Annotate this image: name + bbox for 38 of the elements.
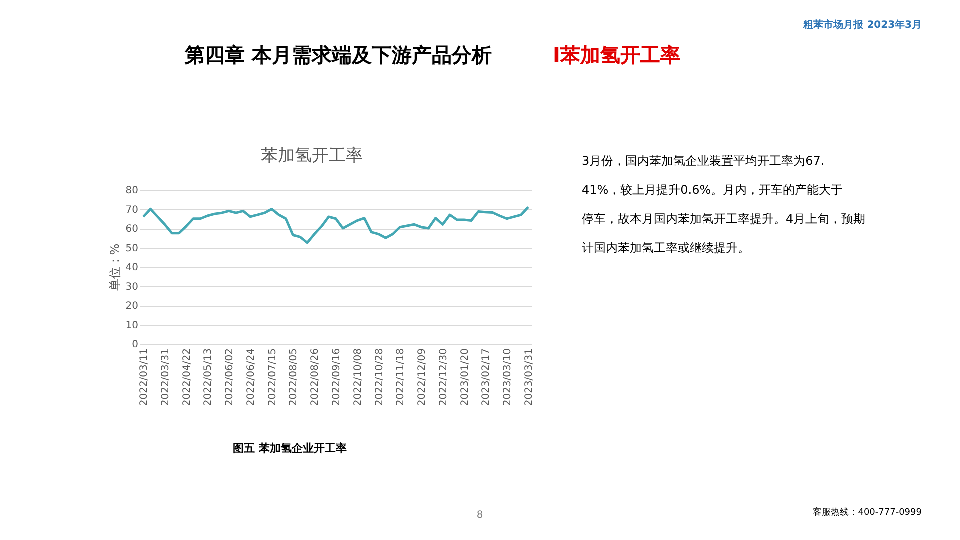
- x-tick-label: 2023/03/31: [524, 348, 535, 406]
- y-tick-label: 0: [132, 340, 138, 350]
- line-series: [142, 206, 530, 244]
- x-tick-label: 2022/08/26: [310, 348, 322, 406]
- y-tick-label: 30: [126, 282, 138, 293]
- text: 粗苯市场月报 2023年3月: [802, 19, 922, 31]
- x-tick-label: 2022/09/16: [332, 348, 342, 406]
- x-tick-label: 2022/12/30: [438, 348, 450, 406]
- x-tick-label: 2022/04/22: [182, 348, 193, 406]
- text: 8: [476, 510, 484, 521]
- x-tick-label: 2022/11/18: [396, 348, 407, 406]
- y-axis-title: 单位：%: [108, 244, 122, 292]
- y-tick-label: 60: [126, 224, 138, 235]
- x-tick-label: 2023/02/17: [481, 348, 492, 406]
- y-tick-label: 80: [126, 186, 138, 196]
- x-tick-label: 2022/05/13: [203, 348, 214, 406]
- x-tick-label: 2022/03/11: [139, 348, 150, 406]
- text: 图五 苯加氢企业开工率: [233, 442, 347, 455]
- x-tick-label: 2023/03/10: [502, 348, 514, 406]
- x-tick-label: 2022/08/05: [288, 348, 300, 406]
- y-tick-label: 10: [126, 320, 138, 332]
- x-tick-label: 2022/03/31: [160, 348, 172, 406]
- text: 第四章 本月需求端及下游产品分析: [184, 43, 492, 67]
- y-tick-label: 70: [126, 204, 138, 216]
- x-tick-label: 2022/07/15: [267, 348, 278, 406]
- text: 客服热线：400-777-0999: [813, 507, 922, 518]
- x-tick-label: 2022/06/24: [246, 348, 257, 406]
- x-tick-label: 2022/10/28: [374, 348, 386, 406]
- x-tick-label: 2022/12/09: [417, 348, 428, 406]
- x-tick-label: 2022/06/02: [224, 348, 236, 406]
- x-tick-label: 2022/10/08: [352, 348, 364, 406]
- text: I苯加氢开工率: [553, 43, 680, 67]
- y-tick-label: 40: [126, 262, 138, 274]
- chart-title: 苯加氢开工率: [261, 146, 363, 166]
- x-tick-label: 2023/01/20: [460, 348, 471, 406]
- text: 3月份，国内苯加氢企业装置平均开工率为67.41%，较上月提升0.6%。月内，开车的产能大于停车，故本月国内苯加氢开工率提升。4月上旬，预期计国内苯加氢工率或继续提升。: [582, 154, 866, 255]
- y-tick-label: 20: [126, 301, 138, 312]
- y-tick-label: 50: [126, 243, 138, 254]
